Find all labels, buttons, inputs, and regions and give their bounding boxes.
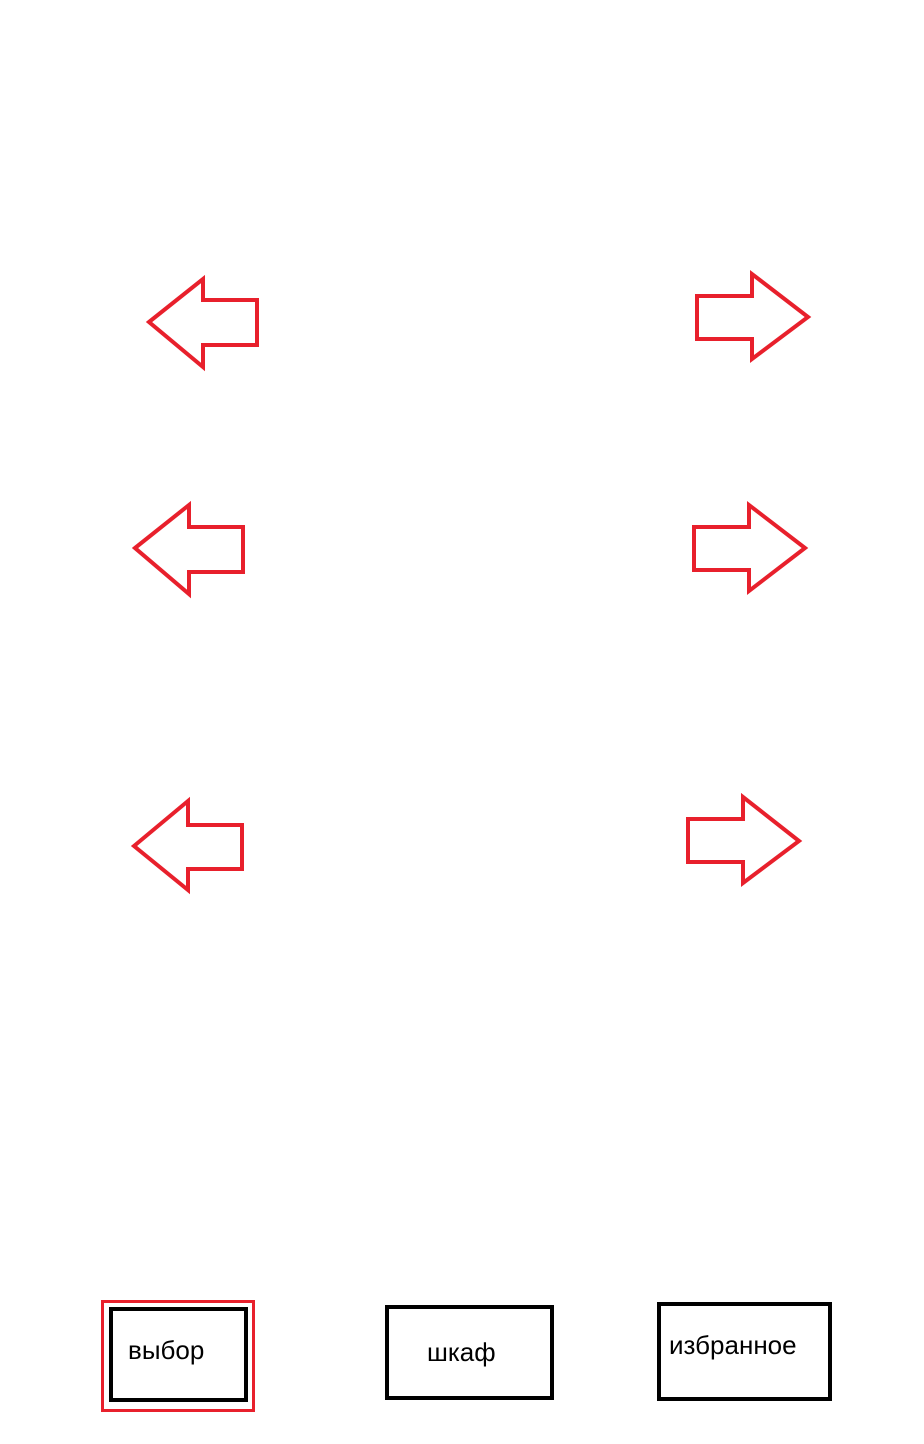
- row-3-right-arrow-icon[interactable]: [686, 792, 803, 887]
- wardrobe-button-label: шкаф: [427, 1337, 496, 1367]
- row-3-left-arrow-icon[interactable]: [130, 796, 244, 895]
- row-1-left-arrow-icon[interactable]: [145, 274, 259, 372]
- row-1-right-arrow-icon[interactable]: [695, 269, 812, 363]
- choice-button[interactable]: выбор: [109, 1307, 248, 1402]
- choice-button-label: выбор: [128, 1335, 205, 1365]
- wardrobe-button[interactable]: шкаф: [385, 1305, 554, 1400]
- row-2-right-arrow-icon[interactable]: [692, 500, 809, 596]
- favorites-button-label: избранное: [669, 1330, 797, 1360]
- favorites-button[interactable]: избранное: [657, 1302, 832, 1401]
- selected-indicator: [101, 1300, 255, 1412]
- row-2-left-arrow-icon[interactable]: [131, 500, 245, 599]
